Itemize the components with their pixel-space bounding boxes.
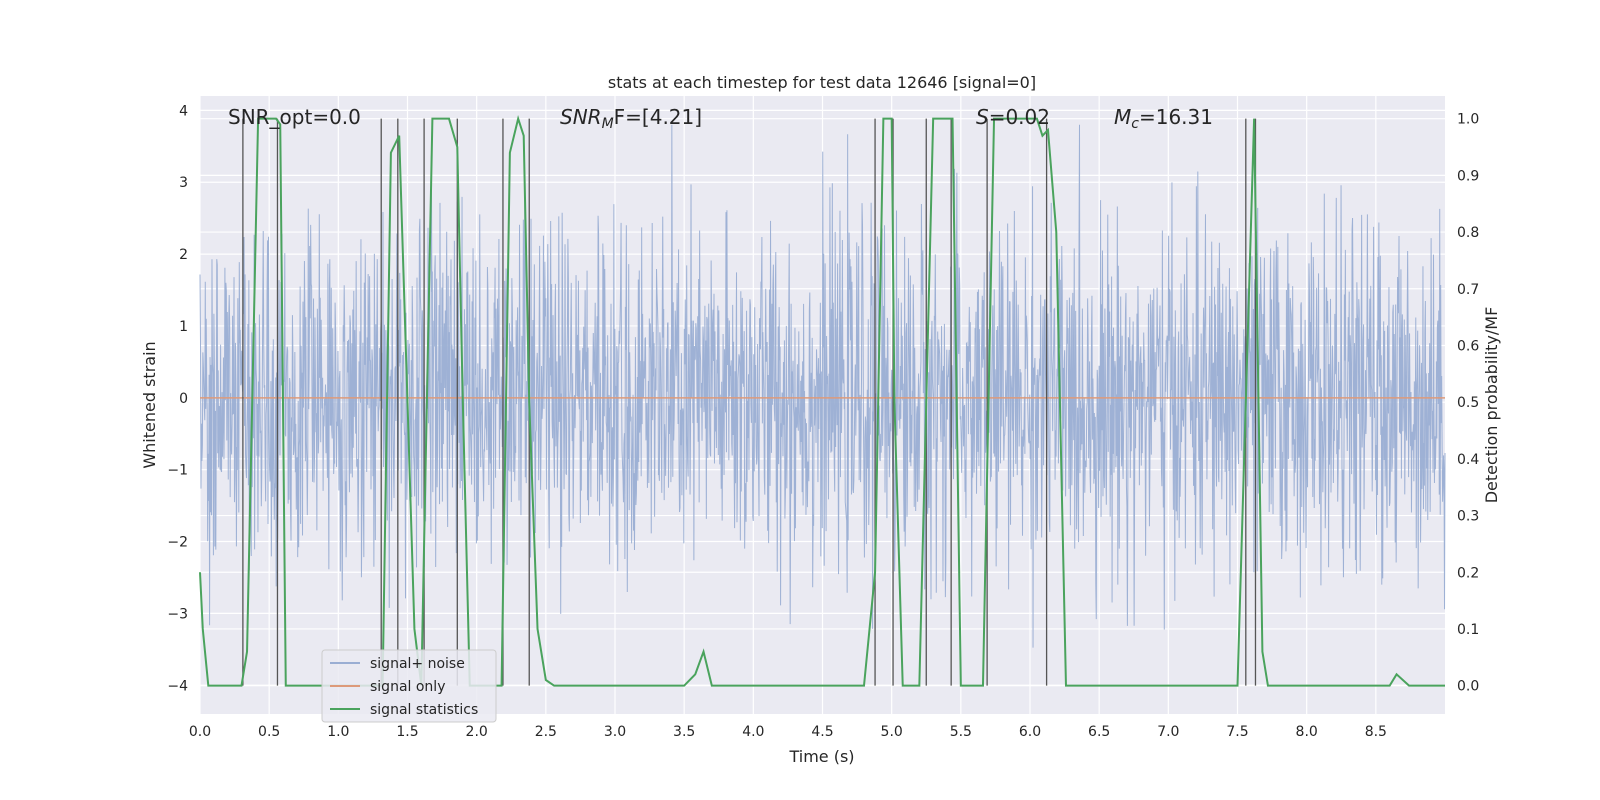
s-tail: =0.02 xyxy=(989,105,1050,129)
y-tick-label-right: 0.8 xyxy=(1457,225,1479,241)
y-tick-label-left: 1 xyxy=(179,319,188,335)
tick-labels: 0.0 0.5 1.0 1.5 2.0 2.5 3.0 3.5 4.0 4.5 5.0 5.5 6.0 6… xyxy=(167,103,1479,740)
annotation-snr-mf: SNRMF=[4.21] xyxy=(560,105,702,132)
y-axis-label-left: Whitened strain xyxy=(140,341,159,468)
x-tick-label: 8.5 xyxy=(1365,724,1387,740)
legend-box xyxy=(321,649,497,723)
y-tick-label-right: 0.1 xyxy=(1457,622,1479,638)
chart-title: stats at each timestep for test data 126… xyxy=(608,73,1036,92)
x-tick-label: 7.5 xyxy=(1226,724,1248,740)
x-tick-label: 1.0 xyxy=(327,724,349,740)
snr-mf-tail: F=[4.21] xyxy=(614,105,702,129)
x-tick-label: 5.5 xyxy=(950,724,972,740)
y-tick-label-right: 1.0 xyxy=(1457,112,1479,128)
x-tick-label: 7.0 xyxy=(1157,724,1179,740)
x-tick-label: 4.0 xyxy=(742,724,764,740)
legend: signal+ noise signal only signal statist… xyxy=(321,649,497,723)
y-tick-label-right: 0.9 xyxy=(1457,168,1479,184)
mc-sub: c xyxy=(1131,116,1139,132)
legend-entry-signal: signal only xyxy=(370,679,445,695)
y-tick-label-left: 2 xyxy=(179,247,188,263)
annotation-s: S=0.02 xyxy=(976,105,1050,129)
x-tick-label: 5.0 xyxy=(881,724,903,740)
x-tick-label: 2.0 xyxy=(466,724,488,740)
y-axis-label-right: Detection probability/MF xyxy=(1482,307,1501,504)
legend-entry-noise: signal+ noise xyxy=(370,656,465,672)
y-tick-label-left: −3 xyxy=(167,606,188,622)
y-tick-label-left: −2 xyxy=(167,535,188,551)
x-tick-label: 3.0 xyxy=(604,724,626,740)
snr-mf-sub: M xyxy=(602,116,614,132)
legend-entry-stats: signal statistics xyxy=(370,702,478,718)
y-tick-label-right: 0.3 xyxy=(1457,509,1479,525)
x-tick-label: 6.0 xyxy=(1019,724,1041,740)
x-tick-label: 0.5 xyxy=(258,724,280,740)
y-tick-label-left: −4 xyxy=(167,678,188,694)
noise-line xyxy=(199,124,1446,648)
x-tick-label: 3.5 xyxy=(673,724,695,740)
x-tick-label: 4.5 xyxy=(811,724,833,740)
x-tick-label: 8.0 xyxy=(1296,724,1318,740)
y-tick-label-left: 3 xyxy=(179,175,188,191)
y-tick-label-right: 0.7 xyxy=(1457,282,1479,298)
annotation-snr-opt: SNR_opt=0.0 xyxy=(228,105,361,129)
y-tick-label-right: 0.0 xyxy=(1457,679,1479,695)
y-tick-label-right: 0.4 xyxy=(1457,452,1479,468)
mc-label: M xyxy=(1114,105,1131,129)
s-label: S xyxy=(976,105,989,129)
x-tick-label: 2.5 xyxy=(535,724,557,740)
x-axis-label: Time (s) xyxy=(788,747,854,766)
y-tick-label-right: 0.5 xyxy=(1457,395,1479,411)
mc-tail: =16.31 xyxy=(1139,105,1213,129)
x-tick-label: 1.5 xyxy=(396,724,418,740)
y-tick-label-left: 0 xyxy=(179,391,188,407)
y-tick-label-left: −1 xyxy=(167,463,188,479)
signal-noise-series xyxy=(199,124,1446,648)
annotation-mc: Mc=16.31 xyxy=(1114,105,1213,132)
x-tick-label: 6.5 xyxy=(1088,724,1110,740)
y-tick-label-right: 0.6 xyxy=(1457,338,1479,354)
y-tick-label-left: 4 xyxy=(179,103,188,119)
y-tick-label-right: 0.2 xyxy=(1457,565,1479,581)
x-tick-label: 0.0 xyxy=(189,724,211,740)
snr-mf-label: SNR xyxy=(560,105,602,129)
